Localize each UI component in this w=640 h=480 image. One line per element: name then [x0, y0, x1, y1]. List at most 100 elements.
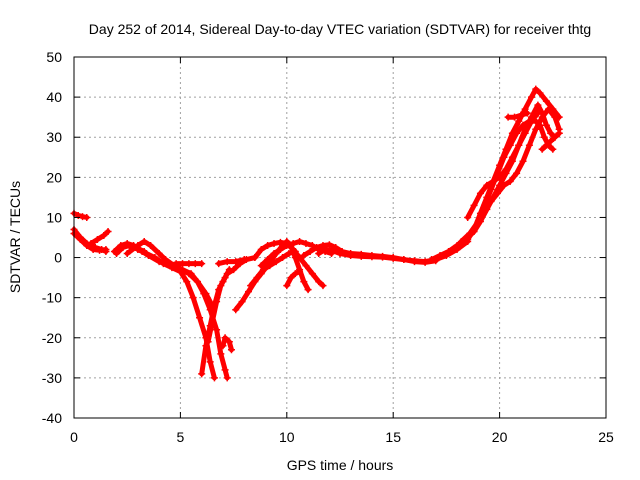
data-point-27-0 [538, 145, 546, 153]
data-point-10-0 [204, 338, 212, 346]
data-point-6-2 [140, 238, 148, 246]
data-point-24-4 [489, 177, 497, 185]
data-point-21-0 [428, 256, 436, 264]
data-point-16-2 [264, 242, 272, 250]
data-point-8-2 [179, 260, 187, 268]
data-point-16-11 [319, 282, 327, 290]
data-point-17-2 [279, 242, 287, 250]
data-point-22-12 [528, 93, 536, 101]
y-tick-label-7: 30 [46, 129, 62, 145]
data-point-20-1 [321, 246, 329, 254]
data-point-25-1 [487, 197, 495, 205]
series-track-11 [204, 266, 233, 346]
data-point-8-3 [185, 260, 193, 268]
series-track-27 [504, 109, 531, 121]
data-point-24-7 [508, 153, 516, 161]
data-point-15-6 [296, 238, 304, 246]
data-point-20-6 [368, 253, 376, 261]
y-tick-label-6: 20 [46, 169, 62, 185]
data-point-10-1 [208, 318, 216, 326]
data-point-24-5 [496, 173, 504, 181]
data-point-20-0 [315, 250, 323, 258]
data-point-7-10 [206, 358, 214, 366]
data-point-9-0 [198, 370, 206, 378]
x-tick-label-3: 15 [385, 429, 401, 445]
data-point-11-0 [215, 260, 223, 268]
x-tick-label-5: 25 [598, 429, 614, 445]
data-point-12-1 [221, 334, 229, 342]
data-point-10-3 [217, 282, 225, 290]
data-point-22-13 [532, 85, 540, 93]
data-point-7-11 [210, 374, 218, 382]
data-point-7-0 [134, 246, 142, 254]
data-point-25-2 [493, 189, 501, 197]
data-point-22-14 [536, 89, 544, 97]
data-point-24-11 [534, 101, 542, 109]
data-point-18-3 [296, 268, 304, 276]
plot-border [73, 56, 607, 419]
data-point-24-6 [502, 165, 510, 173]
data-point-7-6 [183, 278, 191, 286]
data-point-12-0 [219, 342, 227, 350]
data-point-19-0 [300, 252, 308, 260]
data-point-25-4 [506, 177, 514, 185]
data-point-17-3 [283, 238, 291, 246]
data-point-23-13 [540, 133, 548, 141]
data-point-20-10 [410, 257, 418, 265]
data-point-14-2 [259, 266, 267, 274]
data-point-3-2 [100, 231, 108, 239]
data-point-27-4 [555, 129, 563, 137]
x-tick-label-4: 20 [492, 429, 508, 445]
data-point-14-0 [247, 282, 255, 290]
data-point-20-7 [379, 253, 387, 261]
data-point-17-1 [272, 250, 280, 258]
data-point-5-0 [113, 250, 121, 258]
series-track-18 [266, 238, 312, 294]
data-point-2-5 [102, 246, 110, 254]
data-point-24-14 [547, 129, 555, 137]
x-tick-label-0: 0 [70, 429, 78, 445]
data-point-20-3 [336, 250, 344, 258]
data-point-12-2 [225, 338, 233, 346]
series-line-track-12 [216, 257, 247, 267]
data-point-2-1 [76, 236, 84, 244]
data-point-19-4 [325, 241, 333, 249]
data-point-24-0 [464, 213, 472, 221]
series-line-track-13 [220, 335, 234, 353]
data-point-14-1 [253, 274, 261, 282]
data-point-6-4 [155, 250, 163, 258]
series-track-25 [464, 101, 563, 221]
data-point-24-1 [470, 201, 478, 209]
y-tick-label-9: 50 [46, 49, 62, 65]
data-point-11-3 [240, 256, 248, 264]
axis-ticks: 0 5 10 15 20 25 -40 -30 -20 -10 0 10 20 30 40 50 [42, 49, 614, 445]
data-point-2-3 [89, 246, 97, 254]
data-point-23-8 [513, 129, 521, 137]
data-point-6-0 [123, 250, 131, 258]
data-point-8-4 [191, 260, 199, 268]
data-point-26-1 [510, 113, 518, 121]
data-point-23-7 [506, 141, 514, 149]
data-point-25-10 [545, 105, 553, 113]
y-tick-label-1: -30 [42, 370, 62, 386]
data-point-17-4 [287, 242, 295, 250]
data-point-16-8 [302, 262, 310, 270]
data-point-20-2 [327, 246, 335, 254]
data-point-23-15 [549, 145, 557, 153]
data-point-11-1 [223, 258, 231, 266]
data-point-7-1 [142, 250, 150, 258]
data-point-24-8 [515, 141, 523, 149]
chart-title: Day 252 of 2014, Sidereal Day-to-day VTE… [89, 21, 591, 37]
data-point-20-11 [421, 258, 429, 266]
data-point-20-4 [347, 252, 355, 260]
data-point-8-1 [172, 260, 180, 268]
data-point-26-0 [504, 113, 512, 121]
data-point-25-7 [525, 141, 533, 149]
data-point-25-3 [500, 181, 508, 189]
series-line-track-04 [88, 229, 111, 246]
data-point-25-8 [532, 125, 540, 133]
data-point-3-3 [104, 227, 112, 235]
data-point-23-4 [487, 185, 495, 193]
data-point-6-12 [213, 326, 221, 334]
